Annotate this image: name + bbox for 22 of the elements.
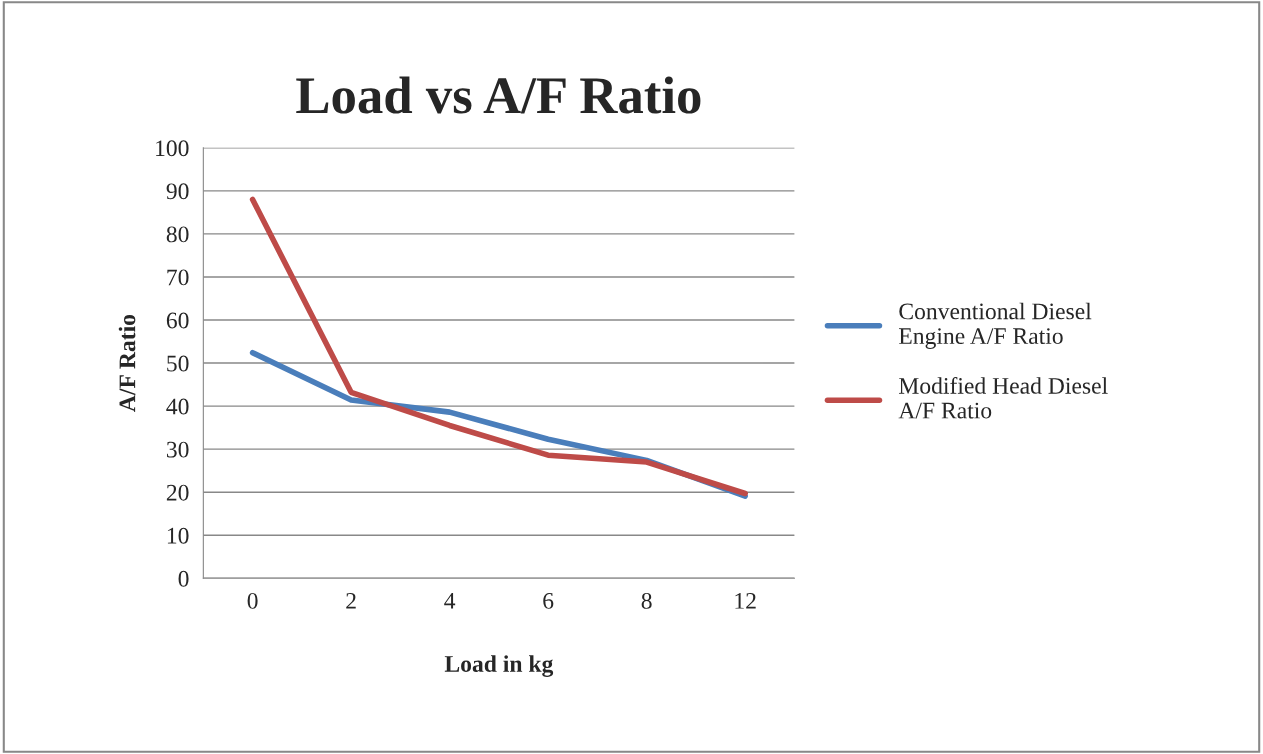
y-tick-label: 20 (166, 484, 189, 501)
y-tick-label: 10 (167, 527, 189, 544)
y-tick-label: 40 (166, 398, 189, 415)
y-tick-label: 80 (166, 226, 189, 243)
y-axis-title: A/F Ratio (118, 314, 136, 412)
legend-label: Modified Head Diesel A/F Ratio (898, 377, 1108, 419)
y-tick-label: 70 (167, 269, 189, 286)
x-tick-label: 8 (641, 592, 652, 609)
y-tick-label: 60 (166, 312, 189, 329)
x-tick-label: 6 (543, 592, 554, 609)
x-tick-label: 2 (346, 592, 356, 609)
y-tick-label: 50 (167, 355, 189, 372)
y-tick-label: 0 (178, 570, 189, 587)
chart-title: Load vs A/F Ratio (296, 76, 701, 114)
x-tick-label: 4 (444, 593, 456, 609)
legend-label: Conventional Diesel Engine A/F Ratio (899, 302, 1092, 349)
x-tick-label: 12 (735, 592, 756, 609)
x-axis-title: Load in kg (444, 655, 554, 677)
x-tick-label: 0 (247, 592, 258, 609)
y-tick-label: 90 (166, 183, 189, 200)
y-tick-label: 30 (166, 441, 189, 458)
y-tick-label: 100 (156, 140, 189, 157)
